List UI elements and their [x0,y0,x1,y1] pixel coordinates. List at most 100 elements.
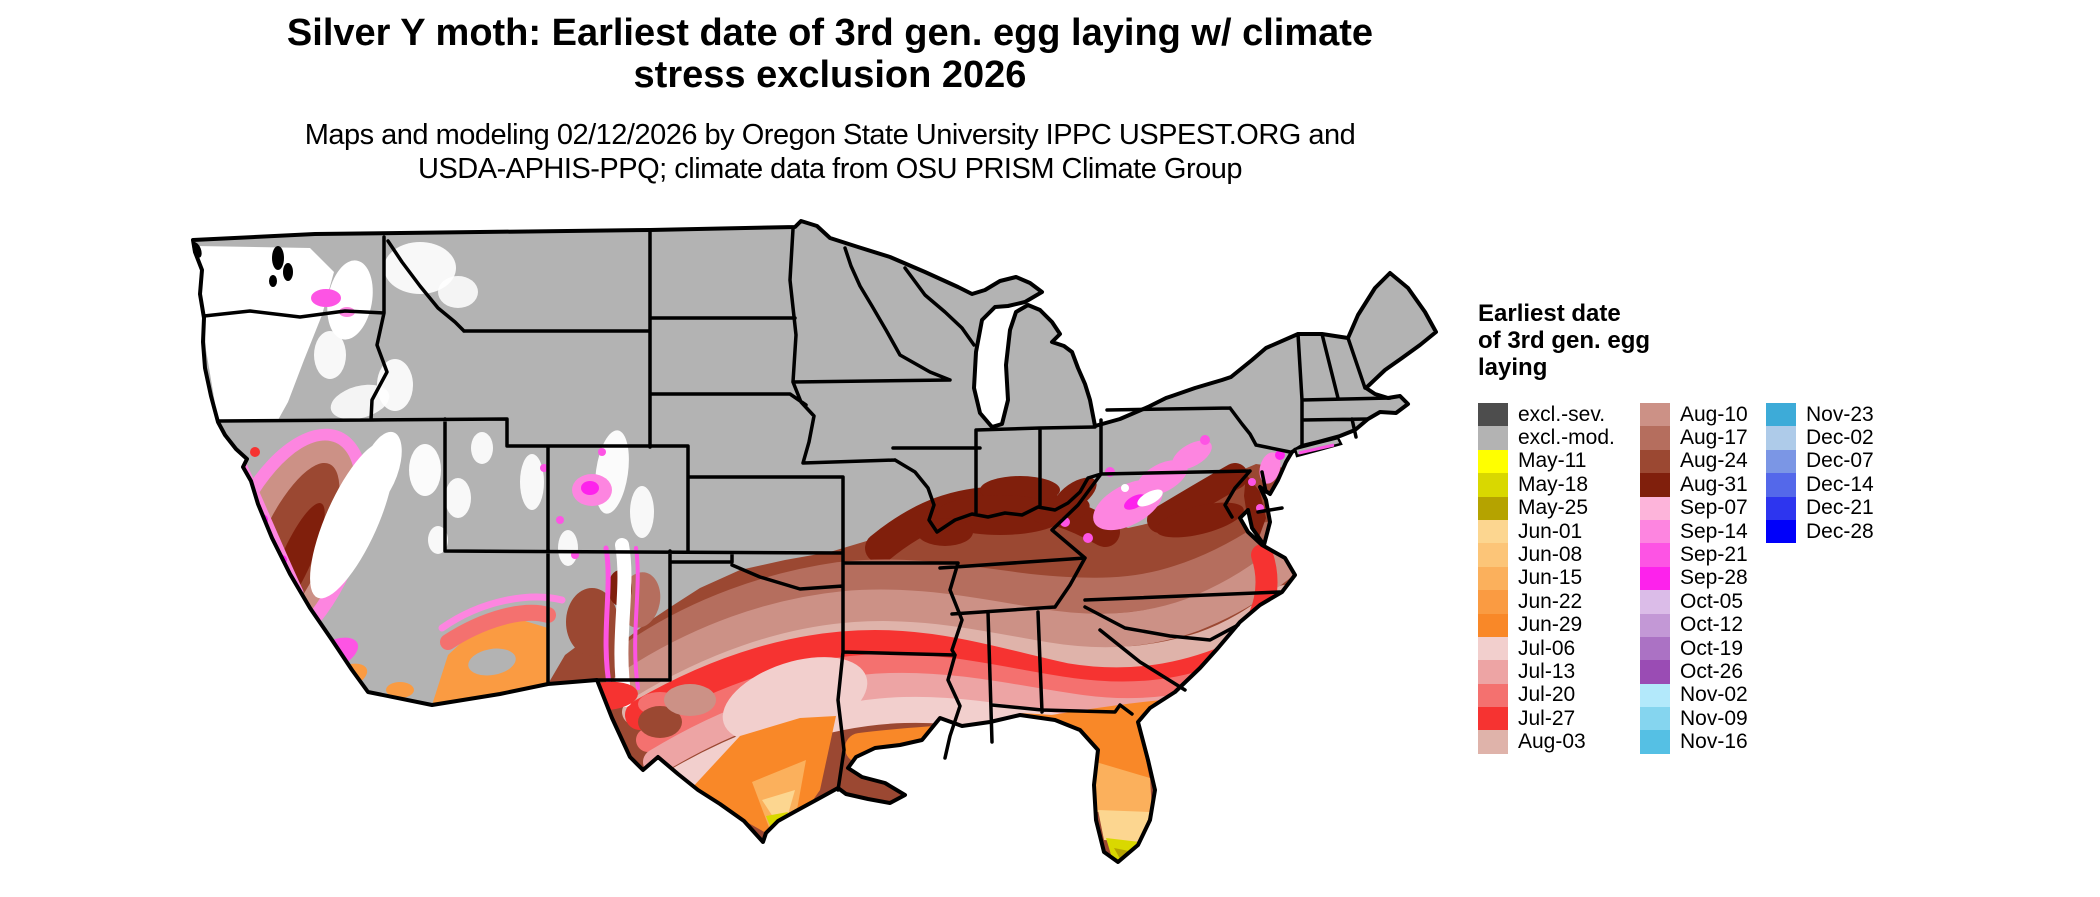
legend-entry: Dec-07 [1766,449,1896,474]
legend-swatch [1766,426,1796,450]
map-subtitle-line1: Maps and modeling 02/12/2026 by Oregon S… [304,119,1356,151]
legend-entry: Sep-28 [1640,566,1766,591]
legend-title: Earliest date of 3rd gen. egg laying [1478,300,2038,381]
legend-swatch [1478,636,1508,661]
legend-swatch [1478,403,1508,427]
legend-entry: May-18 [1478,472,1640,497]
legend-label: Oct-26 [1680,660,1744,683]
legend-swatch [1478,496,1508,520]
legend-label: Sep-14 [1680,519,1748,543]
legend-title-line2: of 3rd gen. egg [1478,327,1651,354]
legend-entry: Nov-23 [1766,402,1896,427]
legend-entry: Aug-31 [1640,472,1766,497]
legend-swatch [1640,496,1670,520]
legend-label: May-18 [1518,472,1589,496]
legend-label: May-25 [1518,496,1589,520]
legend-entry: Jul-20 [1478,683,1640,708]
legend-entry: Jul-27 [1478,706,1640,731]
legend-swatch [1478,707,1508,731]
legend-swatch [1478,730,1508,754]
legend-entry: Aug-17 [1640,426,1766,450]
legend-title-line3: laying [1478,354,1548,381]
legend-swatch [1766,403,1796,427]
legend-entry: Dec-21 [1766,496,1896,520]
legend-entry: Sep-21 [1640,543,1766,567]
legend-swatch [1640,519,1670,544]
legend-label: Oct-19 [1680,636,1744,660]
legend-swatch [1640,590,1670,614]
legend-swatch [1640,543,1670,567]
long-island [1293,436,1343,458]
legend-entry: Jun-22 [1478,589,1640,614]
legend-column-1: excl.-sev. excl.-mod. May-11 May-18 May-25 Ju… [1478,403,1640,754]
legend-swatch [1478,660,1508,684]
legend-label: Dec-28 [1806,519,1874,543]
map-subtitle-line2: USDA-APHIS-PPQ; climate data from OSU PR… [418,153,1243,185]
legend-swatch [1640,403,1670,427]
legend-label: Nov-23 [1806,402,1874,426]
legend-swatch [1640,730,1670,754]
legend-swatch [1640,449,1670,474]
legend-label: Aug-24 [1680,449,1748,473]
legend-column-3: Nov-23 Dec-02 Dec-07 Dec-14 Dec-21 Dec-28 [1766,403,1896,754]
legend-swatch [1640,660,1670,684]
legend-label: Jun-15 [1518,566,1583,590]
legend-swatch [1478,449,1508,474]
legend-swatch [1478,566,1508,591]
legend-label: Jun-22 [1518,589,1583,613]
legend-entry: Aug-03 [1478,730,1640,754]
legend-entry: Nov-09 [1640,706,1766,731]
legend-swatch [1640,473,1670,497]
legend-entry: Dec-28 [1766,519,1896,544]
legend-entry: Oct-05 [1640,589,1766,614]
legend-swatch [1766,519,1796,544]
legend-swatch [1640,636,1670,661]
legend-label: Jul-20 [1518,683,1576,707]
legend-entry: Sep-07 [1640,496,1766,520]
legend-label: Dec-07 [1806,449,1874,473]
legend-label: excl.-sev. [1518,402,1606,426]
legend-label: Jun-01 [1518,519,1583,543]
legend-label: Jun-08 [1518,543,1583,567]
legend-label: Oct-05 [1680,589,1744,613]
legend-label: Jul-06 [1518,636,1576,660]
legend-entry: Aug-24 [1640,449,1766,474]
legend-swatch [1478,613,1508,637]
legend-swatch [1640,613,1670,637]
legend-entry: Jun-15 [1478,566,1640,591]
legend-swatch [1478,426,1508,450]
legend-entry: Dec-14 [1766,473,1896,497]
legend-swatch [1640,566,1670,591]
legend-entry: Jul-13 [1478,660,1640,684]
legend-swatch [1766,473,1796,497]
legend-label: Jul-27 [1518,706,1576,730]
legend-entry: excl.-mod. [1478,426,1640,450]
legend-label: Aug-10 [1680,402,1748,426]
legend-title-line1: Earliest date [1478,300,1621,327]
legend-label: Sep-21 [1680,543,1748,567]
legend-label: Dec-02 [1806,426,1874,450]
legend-entry: Nov-16 [1640,730,1766,754]
legend-label: Nov-02 [1680,683,1748,707]
legend-entry: May-11 [1478,449,1640,474]
legend-swatch [1478,683,1508,708]
legend-entry: excl.-sev. [1478,402,1640,427]
map-subtitle: Maps and modeling 02/12/2026 by Oregon S… [170,118,1490,186]
legend-swatch [1478,473,1508,497]
legend-swatch [1478,543,1508,567]
legend-label: Aug-31 [1680,472,1748,496]
legend-column-2: Aug-10 Aug-17 Aug-24 Aug-31 Sep-07 Sep-14 Sep-… [1640,403,1766,754]
legend-swatch [1766,496,1796,520]
legend-label: Oct-12 [1680,613,1744,637]
legend-swatch [1640,683,1670,708]
legend-swatch [1478,590,1508,614]
legend-label: Nov-09 [1680,706,1748,730]
legend-entry: Oct-26 [1640,660,1766,684]
legend-label: May-11 [1518,449,1587,473]
legend-label: excl.-mod. [1518,426,1615,450]
legend-label: Aug-17 [1680,426,1748,450]
legend-columns: excl.-sev. excl.-mod. May-11 May-18 May-25 Ju… [1478,403,1896,754]
